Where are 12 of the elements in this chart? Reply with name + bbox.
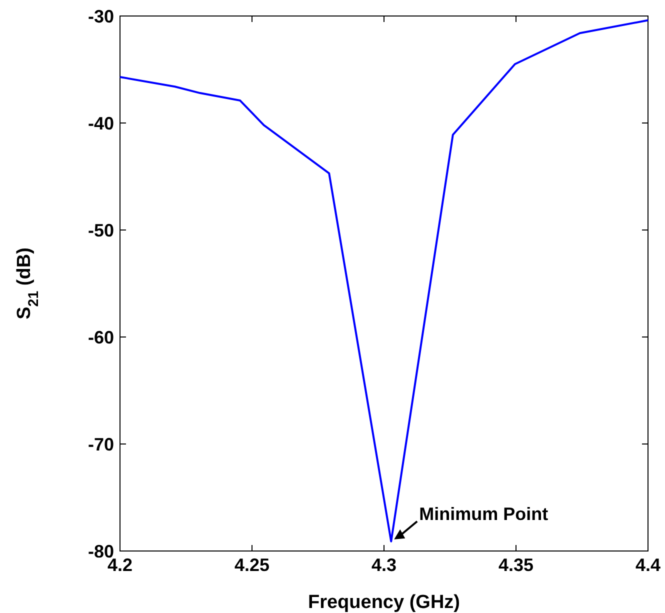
y-tick-label: -40 xyxy=(88,113,114,134)
x-tick-label: 4.4 xyxy=(635,555,661,575)
annotation: Minimum Point xyxy=(419,504,548,524)
line-series xyxy=(119,19,649,542)
x-tick-label: 4.3 xyxy=(371,555,397,575)
x-tick-label: 4.25 xyxy=(234,555,270,575)
y-tick-label: -60 xyxy=(88,327,114,348)
y-tick-label: -30 xyxy=(88,6,114,26)
y-tick-label: -50 xyxy=(88,220,114,240)
x-axis-title: Frequency (GHz) xyxy=(308,592,460,613)
x-tick-label: 4.35 xyxy=(498,555,534,575)
y-tick-label: -70 xyxy=(88,434,114,454)
